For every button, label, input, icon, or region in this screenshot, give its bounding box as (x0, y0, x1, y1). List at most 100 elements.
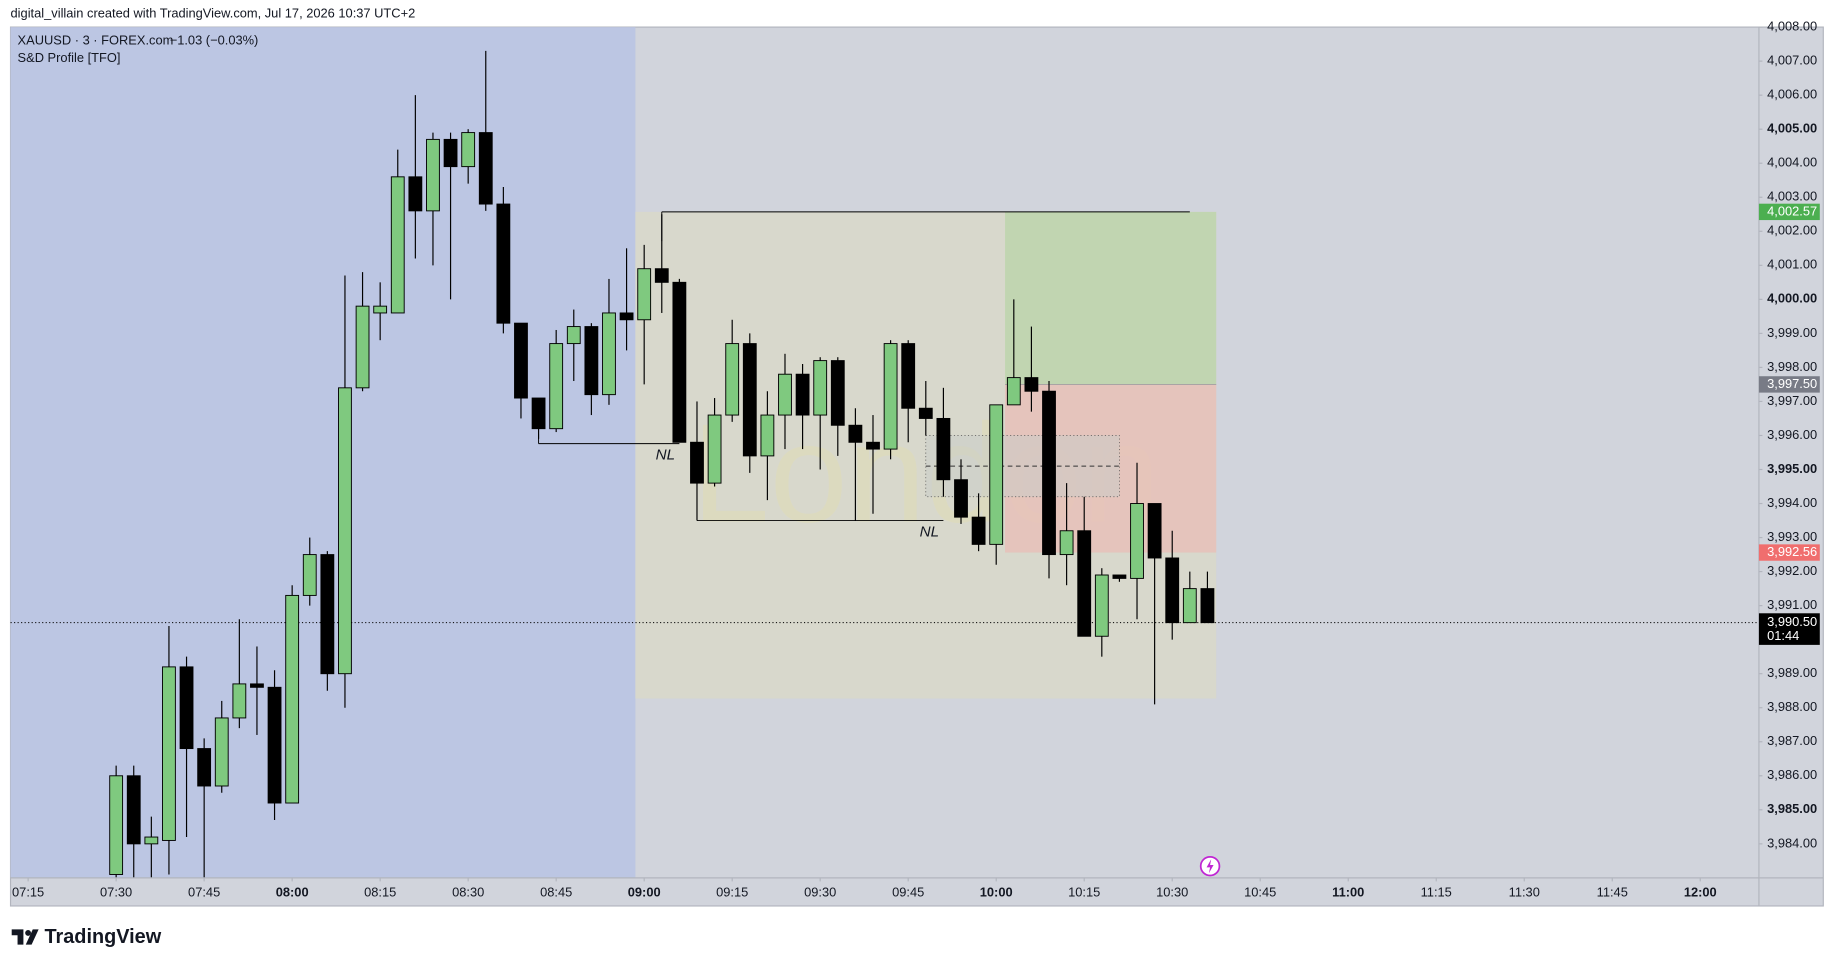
y-tick-label: 3,989.00 (1767, 665, 1817, 680)
candle-body (1112, 574, 1127, 579)
price-label-box (1758, 203, 1820, 221)
candle-body (549, 343, 564, 430)
candle-body (1130, 503, 1144, 579)
candle-body (584, 326, 599, 396)
y-tick-label: 4,001.00 (1767, 257, 1817, 272)
y-tick-label: 4,006.00 (1767, 87, 1817, 102)
price-label-box (1758, 376, 1820, 393)
x-tick-label: 08:30 (452, 885, 484, 900)
y-tick-label: 3,996.00 (1767, 427, 1817, 442)
y-tick-label: 3,988.00 (1767, 699, 1817, 714)
candle-body (1059, 530, 1074, 556)
candle-body (197, 748, 212, 787)
y-tick-label: 4,003.00 (1767, 189, 1817, 204)
price-label: 3,997.50 (1767, 376, 1817, 391)
price-label-box (1758, 544, 1820, 561)
candle-body (1182, 588, 1197, 624)
last-price-label: 3,990.50 (1767, 614, 1817, 629)
candle-body (883, 343, 898, 450)
candle-body (302, 554, 317, 596)
y-tick-label: 4,005.00 (1767, 121, 1817, 136)
brand-logo: TradingView (11, 926, 162, 948)
brand: TradingView (44, 926, 161, 948)
candle-body (936, 417, 951, 481)
candle-body (918, 407, 933, 419)
y-tick-label: 3,994.00 (1767, 495, 1817, 510)
y-tick-label: 3,991.00 (1767, 597, 1817, 612)
candle-body (707, 414, 722, 484)
header: digital_villain created with TradingView… (11, 6, 416, 21)
y-tick-label: 4,007.00 (1767, 53, 1817, 68)
level-label: NL (656, 446, 675, 463)
candle-body (830, 360, 845, 426)
candle-body (619, 312, 634, 321)
candle-body (285, 594, 300, 804)
candle-body (1006, 377, 1021, 406)
y-tick-label: 4,002.00 (1767, 223, 1817, 238)
x-tick-label: 12:00 (1684, 885, 1717, 900)
candle-body (1147, 503, 1162, 559)
x-tick-label: 11:45 (1597, 885, 1628, 900)
candle-body (214, 717, 229, 787)
y-tick-label: 3,985.00 (1767, 801, 1817, 816)
candle-body (637, 268, 652, 321)
candle-body (795, 373, 810, 416)
y-tick-label: 3,993.00 (1767, 529, 1817, 544)
pre-session-shade (10, 27, 636, 878)
candle-body (443, 138, 458, 168)
candle-body (162, 666, 176, 841)
candle-body (971, 516, 986, 545)
candle-body (566, 326, 581, 345)
y-tick-label: 4,008.00 (1767, 18, 1817, 33)
y-tick-label: 4,004.00 (1767, 155, 1817, 170)
x-tick-label: 07:45 (188, 885, 220, 900)
candle-body (531, 397, 546, 430)
x-tick-label: 10:30 (1156, 885, 1188, 900)
candle-body (725, 343, 740, 416)
candle-body (338, 387, 352, 675)
axes: 3,984.00 3,985.00 3,986.00 3,987.00 3,988.00… (12, 18, 1820, 900)
alert-bolt (1206, 859, 1214, 874)
candle-body (144, 836, 159, 845)
countdown: 01:44 (1767, 628, 1799, 643)
candle-body (320, 554, 335, 675)
x-tick-label: 08:00 (276, 885, 309, 900)
x-tick-label: 11:15 (1421, 885, 1452, 900)
y-tick-label: 3,998.00 (1767, 359, 1817, 374)
logo-icon (11, 929, 39, 945)
x-tick-label: 11:00 (1332, 885, 1364, 900)
candle-body (179, 666, 194, 750)
y-tick-label: 3,999.00 (1767, 325, 1817, 340)
y-tick-label: 3,992.00 (1767, 563, 1817, 578)
candle-body (426, 138, 440, 212)
candle-body (267, 686, 282, 804)
x-tick-label: 10:00 (980, 885, 1013, 900)
x-tick-label: 09:30 (804, 885, 836, 900)
candle-body (390, 176, 405, 314)
x-tick-label: 07:30 (100, 885, 132, 900)
candle-body (478, 132, 493, 205)
candle-body (813, 360, 828, 416)
candle-body (989, 404, 1004, 545)
x-tick-label: 10:45 (1244, 885, 1276, 900)
candle-body (672, 281, 687, 443)
candle-body (848, 424, 863, 443)
candle-body (602, 312, 616, 396)
candle-body (461, 132, 476, 168)
x-tick-label: 09:45 (892, 885, 924, 900)
y-tick-label: 3,986.00 (1767, 767, 1817, 782)
candle-body (760, 414, 775, 457)
x-tick-label: 09:00 (628, 885, 661, 900)
candle-body (109, 775, 124, 875)
logo-dot (25, 929, 32, 936)
candle-body (1024, 377, 1039, 392)
change: −1.03 (−0.03%) (170, 33, 259, 48)
candle-body (901, 343, 916, 409)
candle-body (778, 373, 792, 416)
x-tick-label: 09:15 (716, 885, 748, 900)
candle-body (250, 683, 264, 688)
candle-body (496, 203, 511, 324)
candle-body (373, 305, 388, 314)
